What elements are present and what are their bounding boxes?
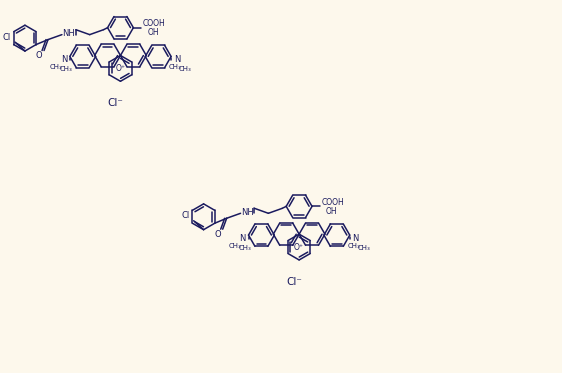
Text: O⁺: O⁺ [294, 242, 304, 251]
Text: N: N [239, 233, 246, 242]
Text: CH₃: CH₃ [60, 66, 72, 72]
Text: CH₃: CH₃ [357, 245, 370, 251]
Text: COOH: COOH [143, 19, 166, 28]
Text: Cl⁻: Cl⁻ [286, 277, 302, 287]
Text: CH₃: CH₃ [179, 66, 191, 72]
Text: O: O [215, 230, 221, 239]
Text: CH₃: CH₃ [347, 243, 360, 249]
Text: Cl: Cl [182, 211, 190, 220]
Text: O⁺: O⁺ [115, 64, 125, 73]
Text: CH₃: CH₃ [49, 65, 62, 70]
Text: CH₃: CH₃ [238, 245, 251, 251]
Text: NH: NH [62, 29, 75, 38]
Text: O: O [36, 51, 42, 60]
Text: N: N [61, 55, 67, 64]
Text: Cl⁻: Cl⁻ [107, 98, 124, 108]
Text: OH: OH [326, 207, 338, 216]
Text: COOH: COOH [321, 198, 345, 207]
Text: OH: OH [147, 28, 159, 37]
Text: Cl: Cl [3, 32, 11, 42]
Text: N: N [174, 55, 180, 64]
Text: CH₃: CH₃ [169, 65, 182, 70]
Text: N: N [352, 233, 359, 242]
Text: CH₃: CH₃ [228, 243, 241, 249]
Text: NH: NH [241, 208, 254, 217]
